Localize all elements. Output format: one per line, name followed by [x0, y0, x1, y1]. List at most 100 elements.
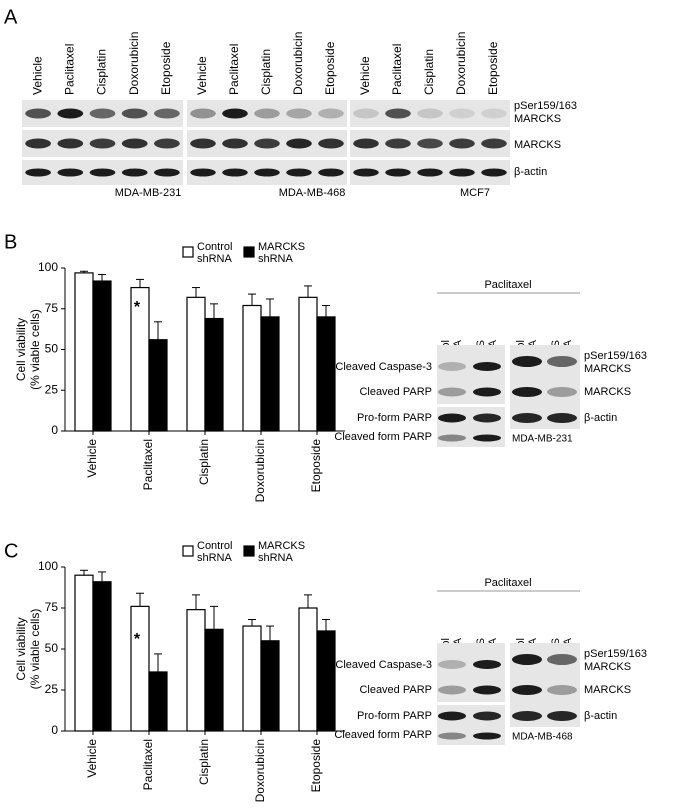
- bar: [316, 630, 336, 732]
- band: [512, 685, 542, 695]
- lane-label: Etoposide: [486, 41, 500, 95]
- band: [57, 108, 84, 119]
- band: [512, 356, 542, 367]
- lane-label: Paclitaxel: [62, 44, 76, 95]
- band: [438, 685, 466, 695]
- blot: [350, 100, 510, 127]
- x-tick-label: Vehicle: [85, 439, 99, 478]
- bar: [130, 605, 150, 732]
- band: [481, 138, 507, 149]
- y-tick-label: 50: [45, 342, 59, 356]
- x-tick-label: Paclitaxel: [141, 739, 155, 790]
- band: [190, 138, 216, 149]
- band: [25, 168, 51, 177]
- bar: [186, 609, 206, 732]
- row-label: Cleaved PARP: [359, 386, 432, 398]
- band: [481, 168, 507, 177]
- band: [89, 138, 116, 149]
- legend-swatch: [243, 545, 255, 557]
- row-label: MARCKS: [584, 386, 631, 398]
- x-tick-label: Cisplatin: [197, 439, 211, 485]
- lane-label: Vehicle: [358, 56, 372, 95]
- bar: [298, 607, 318, 732]
- x-tick-label: Paclitaxel: [141, 439, 155, 490]
- lane-label: Vehicle: [195, 56, 209, 95]
- bar: [298, 296, 318, 432]
- legend-label: MARCKS shRNA: [258, 540, 305, 564]
- y-axis-label: Cell viability(% viable cells): [14, 309, 42, 390]
- band: [154, 168, 180, 177]
- row-label: Cleaved Caspase-3: [335, 361, 432, 373]
- row-label: Cleaved form PARP: [334, 431, 432, 443]
- cell-line-label: MCF7: [460, 187, 490, 199]
- band: [286, 138, 312, 149]
- bar: [204, 628, 224, 732]
- band: [353, 168, 379, 177]
- y-tick-label: 100: [38, 260, 58, 274]
- band: [449, 108, 475, 119]
- band: [438, 413, 466, 423]
- band: [154, 108, 180, 119]
- band: [385, 138, 411, 149]
- band: [25, 138, 51, 149]
- band: [512, 413, 542, 423]
- band: [254, 138, 280, 149]
- row-label: MARCKS: [514, 139, 561, 151]
- annotation: *: [134, 299, 141, 316]
- bar: [242, 304, 262, 432]
- y-tick-label: 25: [45, 682, 59, 696]
- band: [547, 413, 577, 423]
- legend-label: MARCKS shRNA: [258, 241, 305, 265]
- y-tick-label: 75: [45, 301, 59, 315]
- x-tick-label: Doxorubicin: [253, 739, 267, 802]
- row-label: Pro-form PARP: [357, 710, 432, 722]
- band: [121, 168, 148, 177]
- band: [438, 660, 466, 669]
- x-tick-label: Etoposide: [309, 439, 323, 493]
- band: [481, 108, 507, 119]
- band: [121, 138, 148, 149]
- band: [473, 434, 501, 442]
- bar: [74, 272, 94, 432]
- band: [254, 168, 280, 177]
- row-label: Cleaved form PARP: [334, 729, 432, 741]
- legend-swatch: [182, 545, 194, 557]
- y-tick-label: 50: [45, 641, 59, 655]
- band: [222, 138, 248, 149]
- row-label: β-actin: [584, 710, 617, 722]
- cell-line-label: MDA-MB-468: [279, 187, 346, 199]
- band: [286, 168, 312, 177]
- band: [318, 138, 344, 149]
- bar: [148, 671, 168, 732]
- bar: [92, 280, 112, 432]
- blot-header: Paclitaxel: [484, 577, 531, 589]
- band: [473, 732, 501, 740]
- bar: [242, 625, 262, 732]
- band: [512, 387, 542, 397]
- band: [385, 108, 411, 119]
- y-tick-label: 0: [51, 423, 58, 437]
- lane-label: Etoposide: [323, 41, 337, 95]
- band: [547, 711, 577, 721]
- band: [449, 168, 475, 177]
- band: [473, 413, 501, 423]
- band: [318, 108, 344, 119]
- band: [222, 168, 248, 177]
- band: [353, 108, 379, 119]
- band: [473, 362, 501, 371]
- band: [473, 660, 501, 669]
- row-label: β-actin: [584, 412, 617, 424]
- band: [473, 685, 501, 695]
- cell-line-label: MDA-MB-468: [512, 732, 573, 743]
- y-tick-label: 100: [38, 559, 58, 573]
- band: [89, 168, 116, 177]
- lane-label: Cisplatin: [422, 49, 436, 95]
- band: [57, 168, 84, 177]
- band: [254, 108, 280, 119]
- y-tick-label: 75: [45, 600, 59, 614]
- x-tick-label: Vehicle: [85, 739, 99, 778]
- cell-line-label: MDA-MB-231: [115, 187, 182, 199]
- band: [547, 387, 577, 397]
- legend-label: Control shRNA: [197, 241, 233, 265]
